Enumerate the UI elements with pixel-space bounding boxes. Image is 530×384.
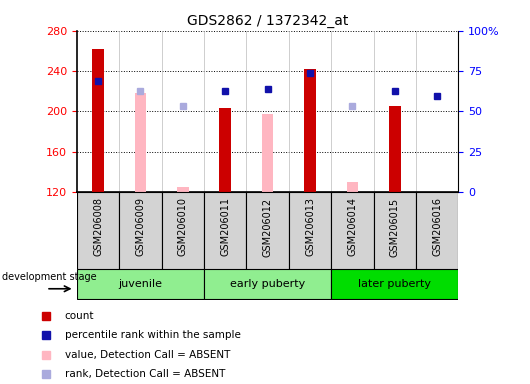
Text: GSM206013: GSM206013 xyxy=(305,197,315,257)
Bar xyxy=(304,69,316,192)
Title: GDS2862 / 1372342_at: GDS2862 / 1372342_at xyxy=(187,14,348,28)
Bar xyxy=(204,192,246,269)
Bar xyxy=(77,270,204,299)
Bar xyxy=(204,270,331,299)
Bar xyxy=(331,192,374,269)
Bar xyxy=(246,192,289,269)
Bar xyxy=(135,93,146,192)
Bar xyxy=(219,108,231,192)
Text: GSM206010: GSM206010 xyxy=(178,197,188,257)
Bar xyxy=(347,182,358,192)
Text: GSM206015: GSM206015 xyxy=(390,197,400,257)
Text: GSM206014: GSM206014 xyxy=(348,197,357,257)
Text: GSM206012: GSM206012 xyxy=(263,197,272,257)
Text: later puberty: later puberty xyxy=(358,279,431,289)
Bar xyxy=(177,187,189,192)
Text: GSM206016: GSM206016 xyxy=(432,197,442,257)
Bar xyxy=(331,270,458,299)
Bar xyxy=(119,192,162,269)
Bar xyxy=(389,106,401,192)
Text: GSM206008: GSM206008 xyxy=(93,197,103,257)
Text: value, Detection Call = ABSENT: value, Detection Call = ABSENT xyxy=(65,350,230,360)
Text: count: count xyxy=(65,311,94,321)
Bar xyxy=(92,49,104,192)
Text: percentile rank within the sample: percentile rank within the sample xyxy=(65,330,241,340)
Text: development stage: development stage xyxy=(2,272,96,282)
Text: rank, Detection Call = ABSENT: rank, Detection Call = ABSENT xyxy=(65,369,225,379)
Bar xyxy=(262,114,273,192)
Text: GSM206011: GSM206011 xyxy=(220,197,230,257)
Bar xyxy=(416,192,458,269)
Text: early puberty: early puberty xyxy=(230,279,305,289)
Bar xyxy=(77,192,119,269)
Bar xyxy=(374,192,416,269)
Bar xyxy=(289,192,331,269)
Bar xyxy=(162,192,204,269)
Text: GSM206009: GSM206009 xyxy=(136,197,145,257)
Text: juvenile: juvenile xyxy=(118,279,163,289)
